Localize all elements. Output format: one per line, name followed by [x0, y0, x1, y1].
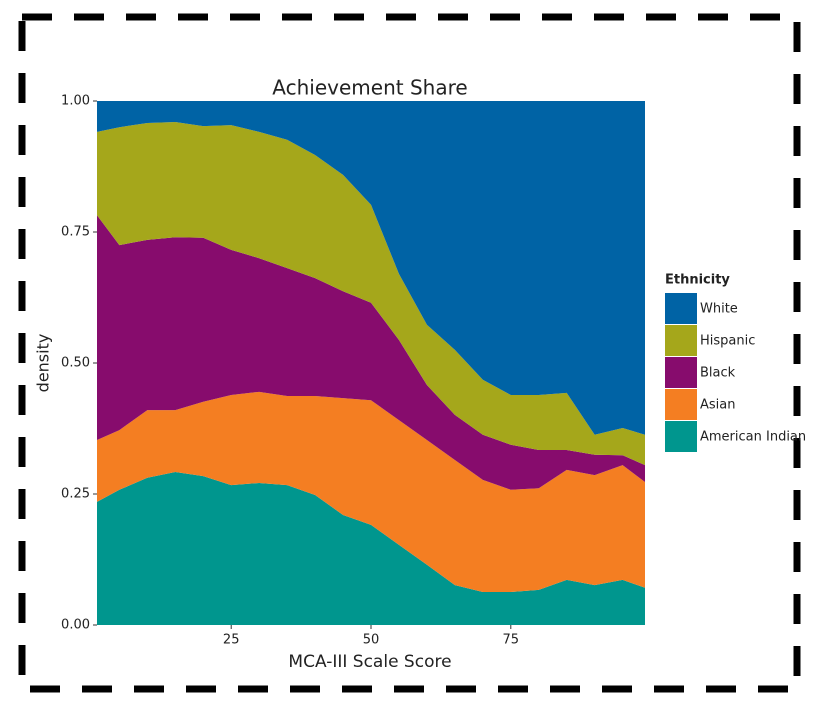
area: [97, 215, 645, 490]
legend-label: Asian: [700, 398, 735, 413]
area: [97, 471, 645, 625]
legend-swatch: [665, 389, 697, 420]
y-tick-label: 1.00: [61, 94, 90, 109]
area: [97, 391, 645, 592]
legend-label: Black: [700, 366, 736, 381]
legend-swatch: [665, 325, 697, 356]
area: [97, 121, 645, 466]
y-tick-label: 0.50: [61, 356, 90, 371]
chart-title: Achievement Share: [272, 76, 467, 100]
y-axis-label: density: [34, 334, 53, 393]
legend-title: Ethnicity: [665, 273, 730, 288]
y-tick-label: 0.25: [61, 487, 90, 502]
legend-label: Hispanic: [700, 334, 755, 349]
y-tick-label: 0.00: [61, 618, 90, 633]
frame: [18, 13, 801, 693]
x-axis-label: MCA-III Scale Score: [288, 652, 451, 672]
legend-swatch: [665, 357, 697, 388]
y-tick-label: 0.75: [61, 225, 90, 240]
area: [97, 101, 645, 435]
legend-swatch: [665, 421, 697, 452]
x-tick-label: 25: [223, 633, 240, 648]
x-tick-label: 50: [363, 633, 380, 648]
legend-label: American Indian: [700, 430, 806, 445]
x-tick-label: 75: [503, 633, 520, 648]
legend-swatch: [665, 293, 697, 324]
legend-label: White: [700, 302, 738, 317]
